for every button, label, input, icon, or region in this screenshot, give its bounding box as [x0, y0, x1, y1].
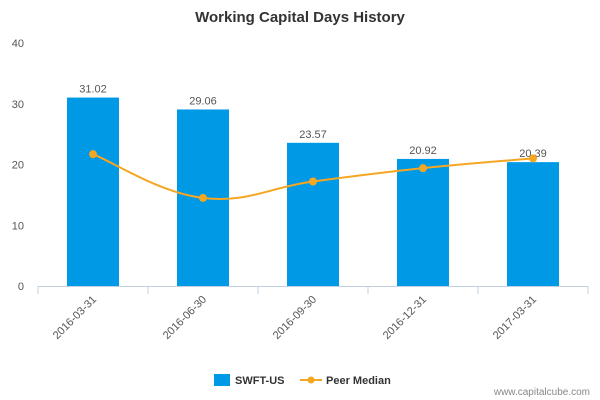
bar-value-label: 23.57: [299, 129, 327, 141]
peer-median-point-2016-06-30: [199, 193, 207, 202]
bar-value-label: 29.06: [189, 95, 217, 107]
x-tick-label: 2017-03-31: [491, 294, 539, 342]
bar-value-label: 31.02: [79, 84, 107, 96]
x-tick-label: 2016-09-30: [271, 294, 319, 342]
legend-swatch-swft: [214, 374, 230, 386]
peer-median-point-2016-09-30: [309, 177, 317, 186]
bar-2017-03-31: [507, 162, 559, 286]
bar-2016-09-30: [287, 142, 339, 286]
watermark: www.capitalcube.com: [493, 387, 590, 398]
bar-value-label: 20.92: [409, 145, 437, 157]
peer-median-series: [89, 150, 537, 202]
peer-median-point-2017-03-31: [529, 154, 537, 163]
chart-title: Working Capital Days History: [195, 9, 405, 26]
bar-2016-12-31: [397, 158, 449, 286]
legend-label-swft: SWFT-US: [235, 375, 285, 387]
bar-2016-03-31: [67, 97, 119, 286]
y-tick-label: 10: [12, 220, 24, 232]
legend: SWFT-US Peer Median: [214, 374, 391, 387]
y-tick-label: 40: [12, 38, 24, 50]
bar-series: [67, 97, 559, 286]
y-tick-label: 0: [18, 281, 24, 293]
peer-median-point-2016-03-31: [89, 150, 97, 159]
legend-label-peer-median: Peer Median: [326, 375, 391, 387]
bar-data-labels: 31.02 29.06 23.57 20.92 20.39: [79, 84, 547, 161]
x-axis: 2016-03-31 2016-06-30 2016-09-30 2016-12-31…: [37, 286, 589, 342]
y-tick-label: 20: [12, 160, 24, 172]
x-tick-label: 2016-03-31: [51, 294, 99, 342]
peer-median-point-2016-12-31: [419, 164, 427, 173]
x-tick-label: 2016-06-30: [161, 294, 209, 342]
legend-marker-peer-median: [307, 376, 315, 384]
y-axis: 0 10 20 30 40: [12, 38, 24, 293]
bar-value-label: 20.39: [519, 148, 547, 160]
x-tick-label: 2016-12-31: [381, 294, 429, 342]
y-tick-label: 30: [12, 99, 24, 111]
